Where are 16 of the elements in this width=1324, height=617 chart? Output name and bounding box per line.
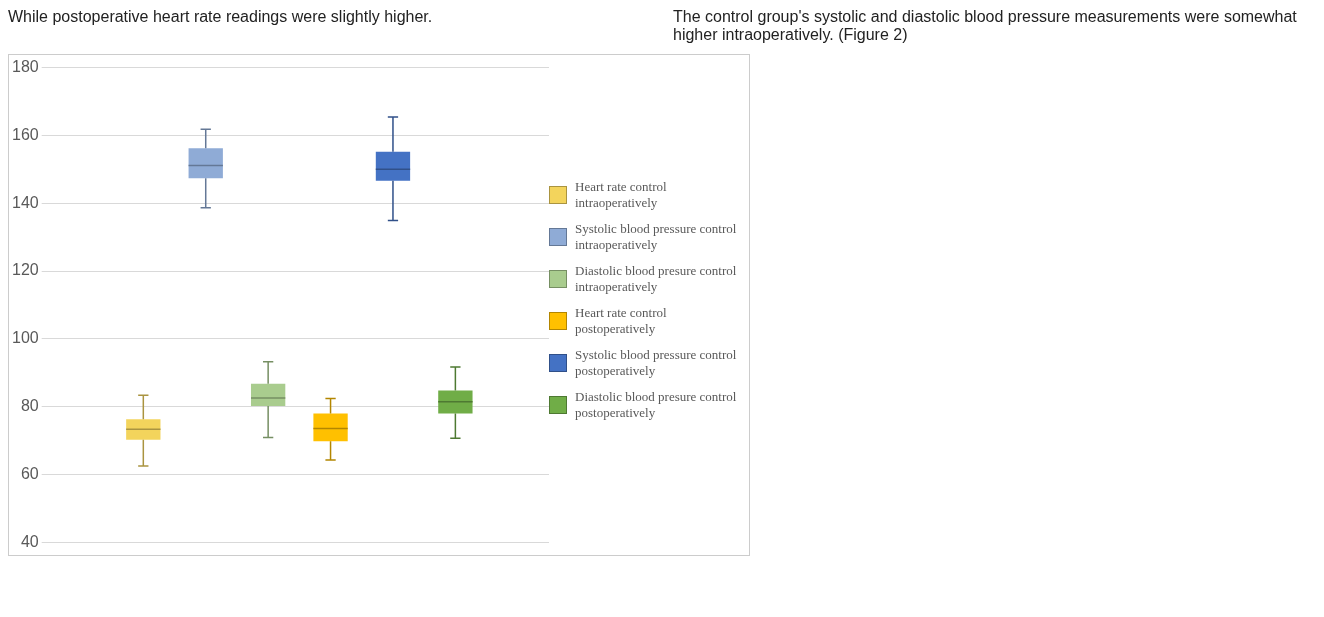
text: While postoperative heart rate readings were slightly higher. xyxy=(8,8,434,27)
legend-label: Diastolic blood presure control intraoperatively xyxy=(575,263,738,295)
y-tick-label: 120 xyxy=(11,261,39,279)
y-tick-label: 40 xyxy=(20,532,39,550)
y-tick-label: 60 xyxy=(20,464,39,482)
legend-label: Heart rate control postoperatively xyxy=(575,305,668,337)
y-tick-label: 180 xyxy=(11,58,39,76)
legend-label: Systolic blood pressure control postoperatively xyxy=(575,347,738,379)
text: The control group's systolic and diastolic blood pressure measurements were somewhat higher intraoperatively. (Figure 2) xyxy=(673,8,1298,44)
legend-label: Systolic blood pressure control intraoperatively xyxy=(575,221,738,253)
y-tick-label: 100 xyxy=(11,329,39,347)
y-tick-label: 140 xyxy=(11,193,39,211)
y-tick-label: 80 xyxy=(20,397,39,415)
legend-label: Heart rate control intraoperatively xyxy=(575,179,668,211)
y-tick-label: 160 xyxy=(11,125,39,143)
legend-label: Diastolic blood presure control postoperatively xyxy=(575,389,738,421)
